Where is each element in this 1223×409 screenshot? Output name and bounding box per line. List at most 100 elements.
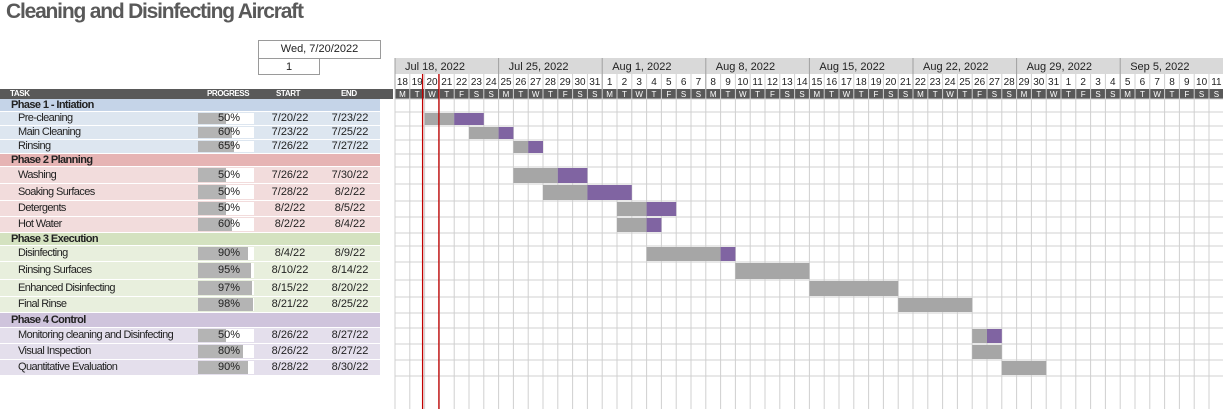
task-row[interactable]: Quantitative Evaluation 90% 8/28/22 8/30/22 xyxy=(0,360,380,376)
weekday-letter: T xyxy=(829,90,834,99)
start-date: 8/26/22 xyxy=(271,329,309,341)
task-bar-remaining xyxy=(454,113,484,125)
progress-cell: 50% xyxy=(198,202,254,215)
task-name: Washing xyxy=(18,169,57,181)
weekday-letter: S xyxy=(903,90,908,99)
weekday-letter: S xyxy=(1199,90,1204,99)
day-number: 23 xyxy=(930,77,942,88)
day-number: 10 xyxy=(737,77,749,88)
start-date: 8/2/22 xyxy=(274,202,306,214)
progress-cell: 90% xyxy=(198,247,254,260)
weekday-letter: S xyxy=(992,90,997,99)
task-row[interactable]: Rinsing 65% 7/26/22 7/27/22 xyxy=(0,140,380,154)
progress-fill xyxy=(198,263,252,278)
day-number: 21 xyxy=(900,77,912,88)
week-label: Aug 22, 2022 xyxy=(923,61,988,73)
progress-fill xyxy=(198,298,253,311)
task-row[interactable]: Hot Water 60% 8/2/22 8/4/22 xyxy=(0,217,380,233)
progress-value: 50% xyxy=(217,186,240,198)
end-date: 7/25/22 xyxy=(331,126,369,138)
weekday-letter: T xyxy=(518,90,523,99)
start-date: 8/28/22 xyxy=(271,361,309,373)
task-name: Disinfecting xyxy=(18,247,68,259)
task-name: Phase 4 Control xyxy=(11,314,86,326)
display-week-cell[interactable]: 1 xyxy=(258,58,320,75)
task-name: Soaking Surfaces xyxy=(18,186,95,198)
day-number: 7 xyxy=(1154,77,1160,88)
day-number: 11 xyxy=(752,77,763,88)
end-column-header: END xyxy=(341,89,357,98)
start-date: 7/20/22 xyxy=(271,112,309,124)
day-number: 1 xyxy=(607,77,613,88)
day-number: 22 xyxy=(456,77,468,88)
task-name: Rinsing xyxy=(18,140,51,152)
task-row[interactable]: Washing 50% 7/26/22 7/30/22 xyxy=(0,167,380,184)
weekday-letter: T xyxy=(622,90,627,99)
day-number: 29 xyxy=(560,77,572,88)
progress-cell: 50% xyxy=(198,168,254,182)
start-date: 8/26/22 xyxy=(271,345,309,357)
day-number: 26 xyxy=(515,77,527,88)
weekday-letter: T xyxy=(652,90,657,99)
progress-column-header: PROGRESS xyxy=(207,89,250,98)
end-date: 7/23/22 xyxy=(331,112,369,124)
weekday-letter: F xyxy=(770,90,775,99)
weekday-letter: W xyxy=(843,90,851,99)
end-date: 8/27/22 xyxy=(331,345,369,357)
task-name: Quantitative Evaluation xyxy=(18,361,118,373)
end-date: 8/4/22 xyxy=(334,218,366,230)
day-number: 25 xyxy=(500,77,512,88)
weekday-letter: M xyxy=(1124,90,1131,99)
weekday-letter: M xyxy=(1021,90,1028,99)
day-number: 4 xyxy=(1110,77,1116,88)
weekday-letter: S xyxy=(474,90,479,99)
task-bar-remaining xyxy=(720,247,736,261)
day-number: 12 xyxy=(767,77,779,88)
task-row[interactable]: Detergents 50% 8/2/22 8/5/22 xyxy=(0,201,380,217)
task-row[interactable]: Enhanced Disinfecting 97% 8/15/22 8/20/22 xyxy=(0,280,380,297)
weekday-letter: F xyxy=(459,90,464,99)
weekday-letter: W xyxy=(635,90,643,99)
task-bar-done xyxy=(809,281,899,296)
end-date: 8/9/22 xyxy=(334,247,366,259)
weekday-letter: F xyxy=(1081,90,1086,99)
end-date: 8/14/22 xyxy=(331,264,369,276)
day-number: 26 xyxy=(974,77,986,88)
weekday-letter: S xyxy=(888,90,893,99)
task-name: Pre-cleaning xyxy=(18,112,73,124)
end-date: 8/2/22 xyxy=(334,186,366,198)
task-row[interactable]: Main Cleaning 60% 7/23/22 7/25/22 xyxy=(0,126,380,140)
day-number: 28 xyxy=(1004,77,1016,88)
task-name: Phase 3 Execution xyxy=(11,233,99,245)
phase-row[interactable]: Phase 3 Execution xyxy=(0,233,380,246)
progress-value: 98% xyxy=(217,298,240,310)
weekday-letter: T xyxy=(444,90,449,99)
task-bar-done xyxy=(735,263,810,279)
day-number: 7 xyxy=(696,77,702,88)
task-row[interactable]: Final Rinse 98% 8/21/22 8/25/22 xyxy=(0,297,380,313)
progress-value: 50% xyxy=(217,169,240,181)
phase-row[interactable]: Phase 4 Control xyxy=(0,313,380,328)
progress-fill xyxy=(198,113,226,124)
phase-row[interactable]: Phase 2 Planning xyxy=(0,154,380,167)
task-bar-remaining xyxy=(646,218,662,232)
weekday-letter: S xyxy=(577,90,582,99)
weekday-letter: S xyxy=(1007,90,1012,99)
task-row[interactable]: Disinfecting 90% 8/4/22 8/9/22 xyxy=(0,246,380,262)
task-row[interactable]: Monitoring cleaning and Disinfecting 50% 8… xyxy=(0,328,380,344)
task-bar-done xyxy=(972,345,1002,359)
progress-cell: 60% xyxy=(198,218,254,231)
phase-row[interactable]: Phase 1 - Intiation xyxy=(0,99,380,112)
task-bar-remaining xyxy=(987,329,1002,343)
weekday-letter: T xyxy=(415,90,420,99)
progress-fill xyxy=(198,281,253,295)
task-row[interactable]: Pre-cleaning 50% 7/20/22 7/23/22 xyxy=(0,112,380,126)
task-row[interactable]: Rinsing Surfaces 95% 8/10/22 8/14/22 xyxy=(0,262,380,280)
task-row[interactable]: Visual Inspection 80% 8/26/22 8/27/22 xyxy=(0,344,380,360)
start-date: 8/4/22 xyxy=(274,247,306,259)
task-name: Phase 1 - Intiation xyxy=(11,99,94,111)
weekday-letter: T xyxy=(962,90,967,99)
end-date: 8/20/22 xyxy=(331,282,369,294)
task-row[interactable]: Soaking Surfaces 50% 7/28/22 8/2/22 xyxy=(0,184,380,201)
start-date: 8/15/22 xyxy=(271,282,309,294)
